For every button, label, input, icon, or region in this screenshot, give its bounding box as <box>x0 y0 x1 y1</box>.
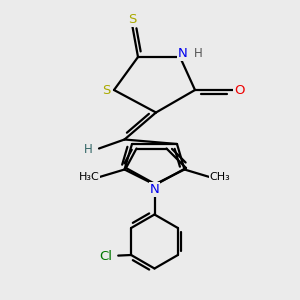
Text: S: S <box>128 13 136 26</box>
Text: CH₃: CH₃ <box>209 172 230 182</box>
Text: N: N <box>178 46 188 60</box>
Text: H: H <box>194 46 203 60</box>
Text: S: S <box>102 83 111 97</box>
Text: N: N <box>150 183 159 196</box>
Text: O: O <box>234 83 244 97</box>
Text: Cl: Cl <box>100 250 113 263</box>
Text: H₃C: H₃C <box>79 172 100 182</box>
Text: H: H <box>83 142 92 156</box>
